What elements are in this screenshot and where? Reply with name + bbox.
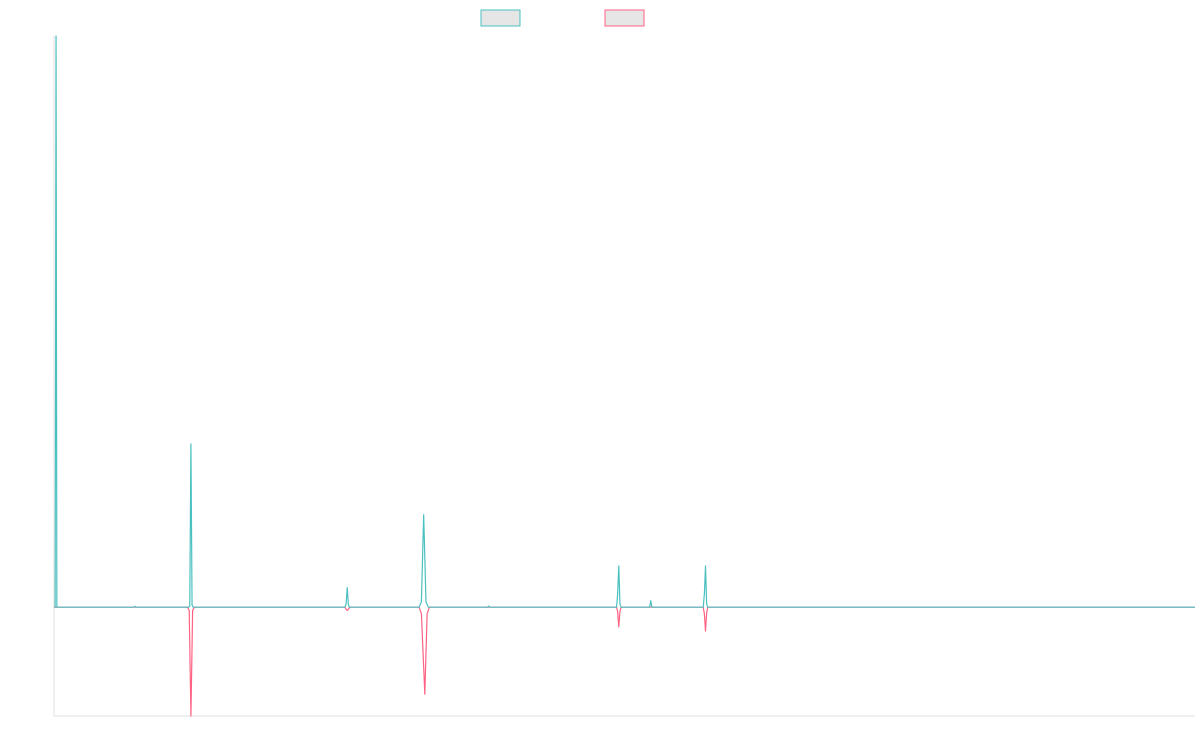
legend bbox=[480, 9, 645, 27]
axes bbox=[53, 36, 1195, 717]
legend-swatch-1 bbox=[480, 9, 521, 27]
legend-swatch-2 bbox=[604, 9, 645, 27]
series-layer bbox=[54, 35, 1195, 717]
series-line-2 bbox=[54, 606, 1195, 717]
series-line-1 bbox=[54, 35, 1195, 608]
